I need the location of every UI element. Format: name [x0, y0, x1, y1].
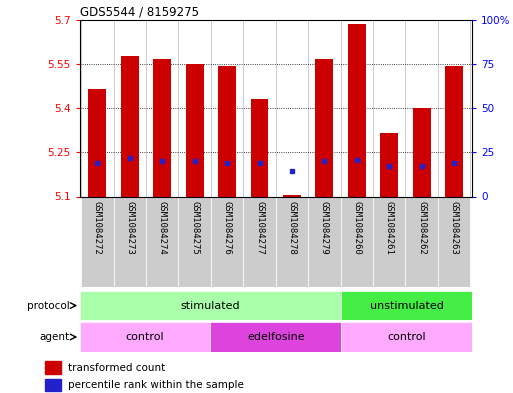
Text: GDS5544 / 8159275: GDS5544 / 8159275 [80, 6, 199, 18]
Text: GSM1084274: GSM1084274 [157, 201, 167, 255]
Bar [341, 322, 472, 352]
Bar [380, 133, 398, 196]
Text: GSM1084262: GSM1084262 [417, 201, 426, 255]
Bar [348, 24, 366, 196]
Text: GSM1084279: GSM1084279 [320, 201, 329, 255]
Bar [121, 57, 139, 196]
Bar [210, 322, 341, 352]
Bar [80, 291, 341, 320]
Text: GSM1084276: GSM1084276 [223, 201, 231, 255]
Bar [179, 196, 211, 287]
Bar [308, 196, 341, 287]
Bar [45, 361, 61, 373]
Bar [373, 196, 405, 287]
Bar [445, 66, 463, 196]
Bar [211, 196, 243, 287]
Text: agent: agent [40, 332, 70, 342]
Text: control: control [126, 332, 164, 342]
Bar [276, 196, 308, 287]
Bar [341, 196, 373, 287]
Text: GSM1084275: GSM1084275 [190, 201, 199, 255]
Bar [438, 196, 470, 287]
Bar [81, 196, 113, 287]
Bar [88, 89, 106, 196]
Text: GSM1084261: GSM1084261 [385, 201, 394, 255]
Bar [405, 196, 438, 287]
Text: percentile rank within the sample: percentile rank within the sample [68, 380, 244, 390]
Bar [218, 66, 236, 196]
Bar [341, 291, 472, 320]
Text: GSM1084277: GSM1084277 [255, 201, 264, 255]
Text: transformed count: transformed count [68, 362, 165, 373]
Bar [243, 196, 276, 287]
Bar [45, 379, 61, 391]
Text: edelfosine: edelfosine [247, 332, 305, 342]
Text: GSM1084263: GSM1084263 [449, 201, 459, 255]
Text: unstimulated: unstimulated [369, 301, 444, 310]
Bar [80, 322, 210, 352]
Bar [153, 59, 171, 196]
Text: GSM1084272: GSM1084272 [93, 201, 102, 255]
Text: GSM1084278: GSM1084278 [287, 201, 297, 255]
Bar [113, 196, 146, 287]
Text: stimulated: stimulated [181, 301, 240, 310]
Bar [315, 59, 333, 196]
Bar [413, 108, 430, 196]
Bar [251, 99, 268, 196]
Text: GSM1084273: GSM1084273 [125, 201, 134, 255]
Bar [283, 195, 301, 196]
Bar [186, 64, 204, 196]
Text: protocol: protocol [27, 301, 70, 310]
Text: GSM1084260: GSM1084260 [352, 201, 361, 255]
Bar [146, 196, 179, 287]
Text: control: control [387, 332, 426, 342]
